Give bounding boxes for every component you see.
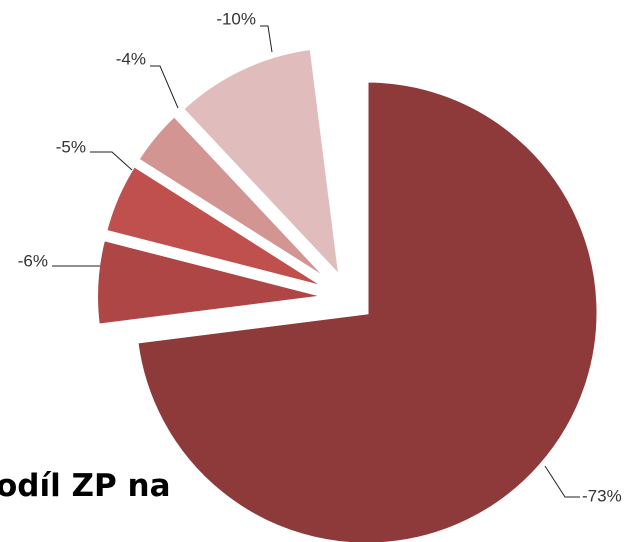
annotation: odíl ZP na xyxy=(0,468,171,504)
leader-line xyxy=(150,65,179,109)
leader-line xyxy=(90,151,133,171)
pie-slice xyxy=(102,162,331,292)
data-label: -73% xyxy=(582,486,622,505)
leader-line xyxy=(260,25,273,53)
data-label: -5% xyxy=(56,137,86,156)
data-label: -6% xyxy=(18,251,48,270)
pie-slice xyxy=(178,45,344,284)
data-label: -4% xyxy=(116,49,146,68)
data-label: -10% xyxy=(216,9,256,28)
pie-slice xyxy=(94,236,329,328)
pie-slice xyxy=(134,112,335,286)
pie-slice xyxy=(134,78,601,542)
leader-line xyxy=(544,465,580,498)
